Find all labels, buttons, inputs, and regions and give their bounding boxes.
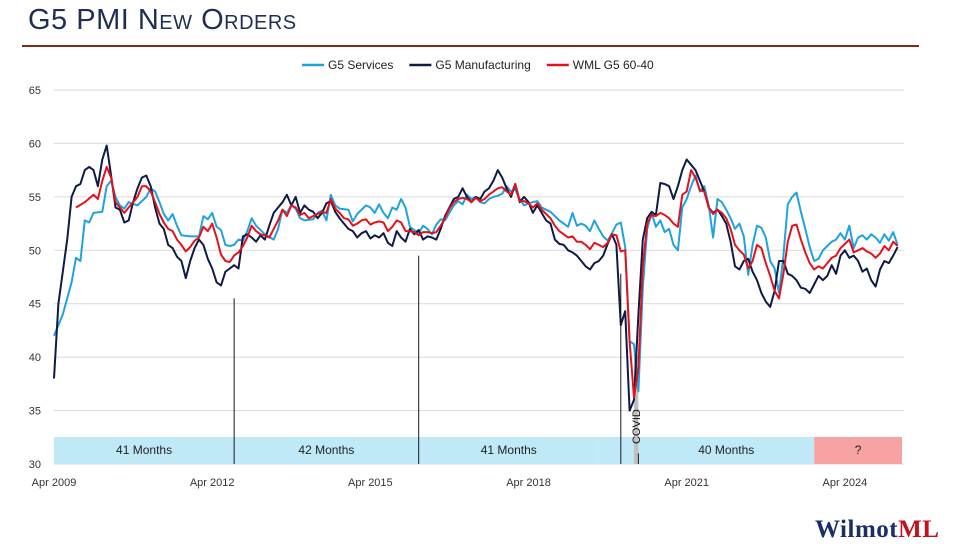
cycle-bar-label: 40 Months xyxy=(698,443,754,457)
page-title: G5 PMI New Orders xyxy=(28,4,297,36)
series-line-g5-services xyxy=(53,174,899,393)
covid-label: COVID xyxy=(631,409,643,444)
title-divider xyxy=(22,45,919,47)
covid-shading xyxy=(633,355,639,464)
x-tick-label: Apr 2021 xyxy=(664,477,709,489)
y-tick-label: 50 xyxy=(29,245,41,257)
y-tick-label: 45 xyxy=(29,299,41,311)
x-tick-label: Apr 2018 xyxy=(506,477,551,489)
y-tick-label: 65 xyxy=(29,85,41,97)
wilmotml-logo: WilmotML xyxy=(815,516,940,543)
x-tick-label: Apr 2009 xyxy=(32,477,77,489)
legend: G5 Services G5 Manufacturing WML G5 60-40 xyxy=(302,58,654,72)
y-tick-label: 40 xyxy=(29,352,41,364)
cycle-bar-label: 42 Months xyxy=(298,443,354,457)
axis-layer: 30 35 40 45 50 55 60 65 Apr 2009 Apr 2012 Apr 2015… xyxy=(29,85,867,489)
cycle-bar-5 xyxy=(814,437,902,464)
series-layer xyxy=(53,144,899,412)
x-tick-label: Apr 2015 xyxy=(348,477,393,489)
series-line-wml-g5-60-40 xyxy=(75,165,899,399)
x-tick-label: Apr 2024 xyxy=(823,477,868,489)
legend-label: G5 Services xyxy=(328,58,393,72)
x-tick-label: Apr 2012 xyxy=(190,477,235,489)
cycle-bar-3 xyxy=(598,437,634,464)
cycle-bar-label: ? xyxy=(855,443,862,457)
series-line-g5-manufacturing xyxy=(53,144,899,412)
cycle-bar-layer: 41 Months 42 Months 41 Months 40 Months? xyxy=(54,355,902,464)
y-tick-label: 60 xyxy=(29,138,41,150)
cycle-bar-4 xyxy=(638,437,815,464)
legend-label: WML G5 60-40 xyxy=(573,58,654,72)
cycle-bar-0 xyxy=(54,437,235,464)
legend-label: G5 Manufacturing xyxy=(435,58,530,72)
cycle-bar-2 xyxy=(418,437,599,464)
cycle-bar-label: 41 Months xyxy=(116,443,172,457)
y-tick-label: 30 xyxy=(29,459,41,471)
cycle-bar-label: 41 Months xyxy=(481,443,537,457)
cycle-marker-layer: COVID xyxy=(233,255,643,464)
cycle-bar-1 xyxy=(234,437,419,464)
y-tick-label: 35 xyxy=(29,406,41,418)
y-tick-label: 55 xyxy=(29,192,41,204)
